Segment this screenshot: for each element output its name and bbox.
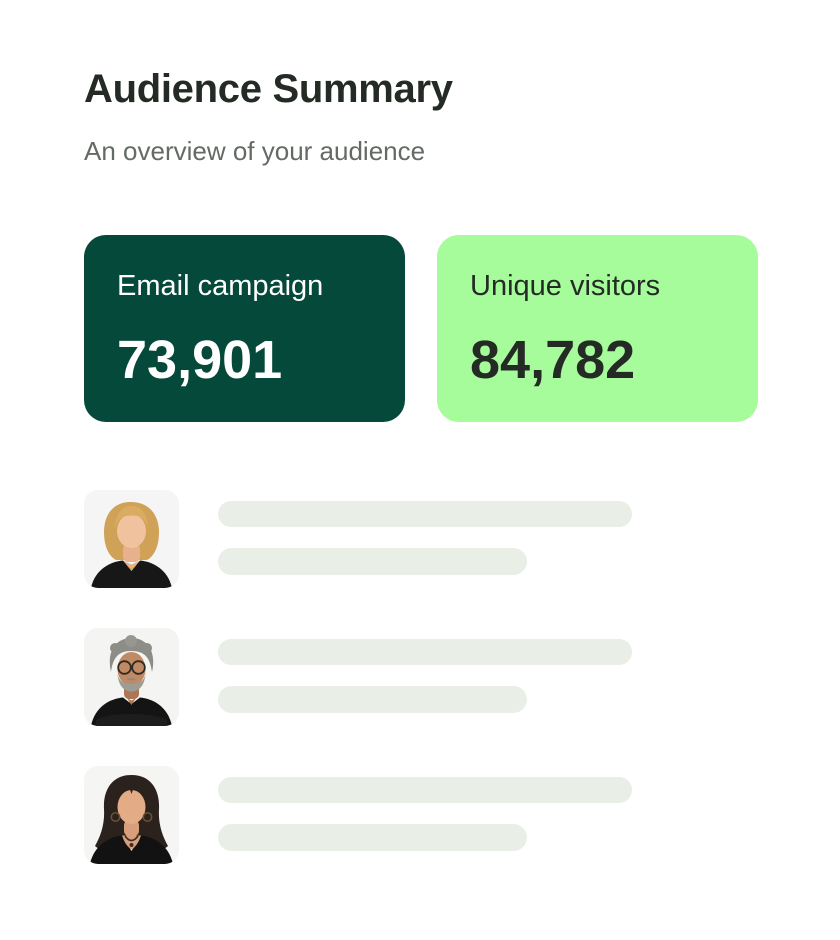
stat-card-email-campaign: Email campaign 73,901 (84, 235, 405, 422)
skeleton-lines (218, 766, 632, 851)
stat-label: Email campaign (117, 270, 324, 302)
skeleton-bar (218, 548, 527, 575)
avatar-man-gray-hair-glasses-icon (84, 628, 179, 726)
skeleton-bar (218, 824, 527, 851)
stat-cards-row: Email campaign 73,901 Unique visitors 84… (84, 235, 758, 422)
stat-value: 84,782 (470, 330, 636, 390)
skeleton-lines (218, 628, 632, 713)
skeleton-bar (218, 686, 527, 713)
stat-value: 73,901 (117, 330, 283, 390)
avatar-woman-blonde-bob-icon (84, 490, 179, 588)
stat-card-unique-visitors: Unique visitors 84,782 (437, 235, 758, 422)
skeleton-bar (218, 777, 632, 803)
list-item (84, 628, 758, 726)
audience-list (84, 490, 758, 864)
list-item (84, 490, 758, 588)
list-item (84, 766, 758, 864)
skeleton-lines (218, 490, 632, 575)
audience-summary-page: Audience Summary An overview of your aud… (84, 67, 758, 864)
page-title: Audience Summary (84, 67, 453, 111)
avatar-woman-dark-wavy-hair-icon (84, 766, 179, 864)
stat-label: Unique visitors (470, 270, 661, 302)
skeleton-bar (218, 501, 632, 527)
page-subtitle: An overview of your audience (84, 136, 426, 166)
skeleton-bar (218, 639, 632, 665)
